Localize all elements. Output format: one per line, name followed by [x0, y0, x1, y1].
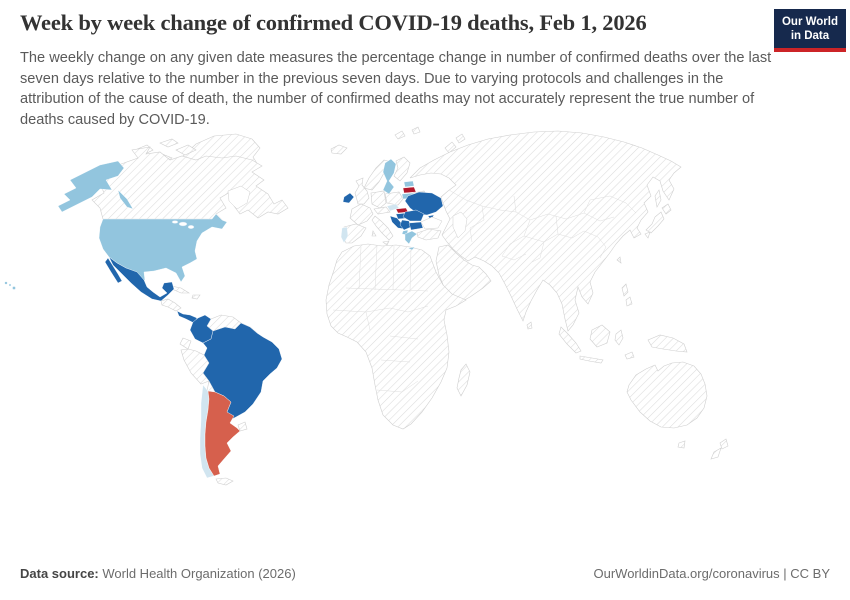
island-tierra-del-fuego[interactable] — [215, 477, 234, 486]
country-france[interactable] — [349, 203, 374, 226]
country-colombia[interactable] — [189, 314, 214, 344]
caspian-sea — [452, 211, 468, 239]
arctic-island[interactable] — [175, 144, 197, 156]
country-united-states-alaska[interactable] — [57, 160, 125, 213]
arctic-island-novaya-zemlya[interactable] — [455, 133, 466, 144]
country-iceland[interactable] — [330, 144, 348, 155]
great-lake — [171, 220, 179, 224]
owid-logo-line2: in Data — [790, 30, 830, 43]
country-australia[interactable] — [626, 361, 708, 429]
country-serbia[interactable] — [399, 219, 412, 231]
country-argentina[interactable] — [204, 390, 241, 477]
interior-borders — [332, 189, 637, 393]
country-united-states-hawaii[interactable] — [4, 281, 8, 285]
island-sardinia[interactable] — [371, 230, 377, 237]
country-united-states[interactable] — [98, 213, 228, 283]
map-legend: No data -100% -50% -25% -10% 0% 10% 25% … — [0, 498, 850, 556]
country-germany[interactable] — [370, 190, 387, 209]
country-greece[interactable] — [404, 230, 418, 245]
arctic-island[interactable] — [159, 138, 179, 148]
island-borneo[interactable] — [589, 324, 611, 348]
island-sri-lanka[interactable] — [526, 321, 533, 330]
country-mexico-baja[interactable] — [104, 257, 123, 284]
country-latvia[interactable] — [402, 186, 417, 194]
hudson-bay — [227, 185, 251, 210]
country-italy[interactable] — [371, 215, 394, 241]
island-sulawesi[interactable] — [614, 329, 624, 346]
country-bulgaria[interactable] — [408, 221, 424, 231]
great-lake — [178, 221, 188, 227]
country-czechia[interactable] — [386, 203, 400, 212]
arctic-island-svalbard[interactable] — [394, 130, 406, 140]
island-kyushu[interactable] — [644, 231, 651, 239]
country-uruguay[interactable] — [237, 421, 248, 432]
credit-link[interactable]: OurWorldinData.org/coronavirus | CC BY — [593, 566, 830, 581]
country-ireland[interactable] — [342, 192, 355, 204]
island-java[interactable] — [579, 355, 604, 364]
country-poland[interactable] — [384, 191, 404, 206]
island-taiwan[interactable] — [616, 256, 622, 264]
data-source-text: World Health Organization (2026) — [98, 566, 296, 581]
island-tasmania[interactable] — [677, 440, 686, 449]
region-alps[interactable] — [373, 206, 391, 215]
island-hispaniola[interactable] — [191, 294, 201, 300]
country-finland[interactable] — [393, 156, 411, 182]
arctic-island-novaya-zemlya[interactable] — [444, 141, 457, 154]
island-hokkaido[interactable] — [661, 203, 672, 215]
island-madagascar[interactable] — [456, 363, 471, 397]
country-estonia[interactable] — [403, 180, 415, 188]
landmass-central-america[interactable] — [160, 298, 182, 312]
country-ukraine[interactable] — [404, 191, 444, 216]
page-title: Week by week change of confirmed COVID-1… — [20, 10, 647, 35]
island-honshu[interactable] — [645, 211, 665, 234]
country-united-states-hawaii[interactable] — [12, 286, 16, 290]
country-united-states-alaska-panhandle[interactable] — [117, 189, 134, 210]
country-greece-crete[interactable] — [407, 246, 416, 251]
island-new-guinea[interactable] — [647, 334, 688, 353]
landmass-russia-asia[interactable] — [409, 130, 682, 332]
chart-subtitle: The weekly change on any given date meas… — [20, 50, 772, 129]
country-united-states-hawaii[interactable] — [8, 283, 12, 287]
country-new-zealand[interactable] — [710, 447, 722, 460]
island-philippines[interactable] — [621, 283, 629, 297]
island-sakhalin[interactable] — [654, 189, 662, 208]
country-portugal[interactable] — [340, 226, 349, 244]
data-source: Data source: World Health Organization (… — [20, 566, 296, 581]
owid-logo[interactable]: Our World in Data — [773, 9, 846, 52]
data-source-label: Data source: — [20, 566, 99, 581]
country-sweden[interactable] — [382, 158, 397, 195]
country-romania[interactable] — [402, 209, 425, 222]
country-turkey[interactable] — [416, 228, 442, 241]
country-brazil[interactable] — [202, 322, 283, 421]
arctic-island-svalbard[interactable] — [411, 126, 421, 135]
country-new-zealand[interactable] — [719, 438, 729, 450]
owid-logo-line1: Our World — [781, 16, 838, 28]
island-timor[interactable] — [624, 351, 635, 360]
country-united-kingdom[interactable] — [354, 177, 370, 205]
country-ecuador[interactable] — [179, 337, 192, 350]
island-sumatra[interactable] — [558, 326, 582, 354]
island-philippines[interactable] — [625, 296, 633, 307]
region-arabia[interactable] — [435, 244, 492, 304]
chart-footer: Data source: World Health Organization (… — [20, 566, 830, 581]
country-mexico[interactable] — [108, 256, 175, 302]
black-sea — [420, 216, 443, 230]
island-sicily[interactable] — [382, 240, 390, 246]
great-lake — [187, 224, 195, 229]
